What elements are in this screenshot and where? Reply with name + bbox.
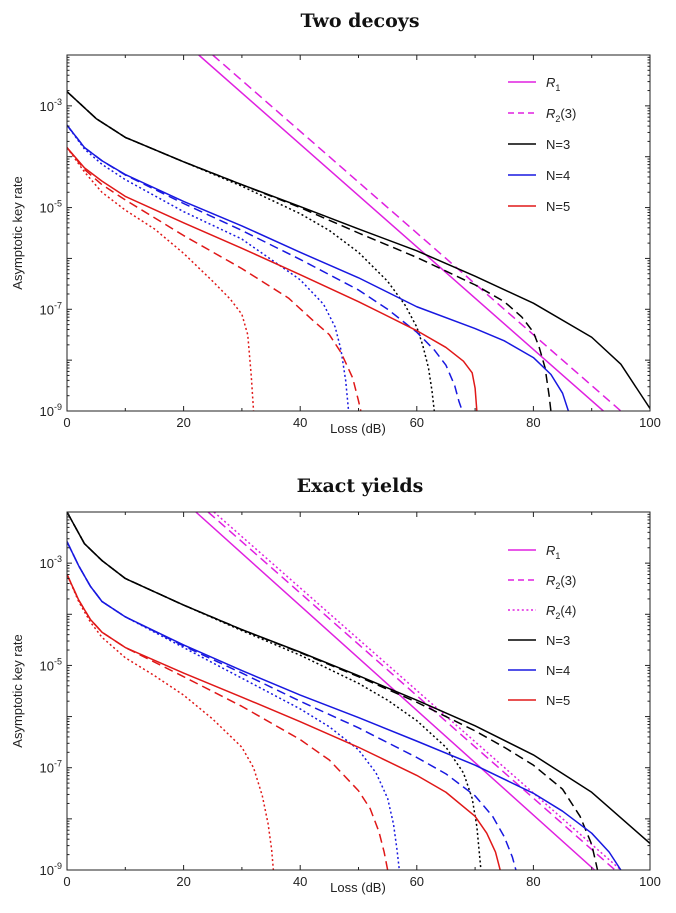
series-line-curve-5-dotted (67, 512, 482, 870)
x-tick-label: 60 (410, 415, 424, 430)
plot-frame (66, 511, 651, 871)
y-axis-label: Asymptotic key rate (10, 634, 25, 747)
legend: R1 R2(3) N=3 N=4 N=5 (508, 75, 576, 214)
x-axis-label: Loss (dB) (330, 421, 386, 436)
series-line-curve-11-dotted (67, 574, 275, 870)
legend-label: N=3 (546, 633, 570, 648)
legend-label: R2(4) (546, 603, 576, 621)
legend-label: R2(3) (546, 106, 576, 124)
x-axis: 0 20 40 60 80 100 (63, 512, 661, 889)
y-tick-label: 10-3 (40, 554, 62, 571)
series-line-curve-4-dotted (67, 91, 436, 411)
legend-label: N=4 (546, 663, 570, 678)
y-tick-label: 10-9 (40, 861, 62, 878)
x-tick-label: 40 (293, 415, 307, 430)
legend-label: R2(3) (546, 573, 576, 591)
legend-label: N=4 (546, 168, 570, 183)
series-line-curve-7-dotted (67, 124, 350, 411)
plot-area (67, 55, 650, 411)
y-axis: 10-3 10-5 10-7 10-9 (40, 54, 650, 419)
legend-item: N=5 (508, 693, 570, 708)
series-line-n-5-solid (67, 147, 478, 411)
x-tick-label: 60 (410, 874, 424, 889)
series-line-n-4-solid (67, 124, 570, 411)
x-tick-label: 20 (176, 415, 190, 430)
series-line-curve-7-dashed (67, 541, 517, 870)
plot-area (67, 512, 650, 870)
legend-item: R2(3) (508, 106, 576, 124)
series-line-curve-9-dashed (67, 147, 362, 411)
x-tick-label: 20 (176, 874, 190, 889)
legend-label: R1 (546, 75, 560, 93)
legend-item: R2(4) (508, 603, 576, 621)
series-line-curve-2-dotted (213, 512, 622, 870)
legend-item: N=3 (508, 137, 570, 152)
y-axis-label: Asymptotic key rate (10, 176, 25, 289)
y-axis: 10-3 10-5 10-7 10-9 (40, 511, 650, 878)
y-tick-label: 10-9 (40, 402, 62, 419)
series-line-n-5-solid (67, 574, 501, 870)
legend-label: N=3 (546, 137, 570, 152)
chart-title: Exact yields (297, 475, 424, 497)
x-tick-label: 0 (63, 874, 70, 889)
x-axis-label: Loss (dB) (330, 880, 386, 895)
y-tick-label: 10-3 (40, 97, 62, 114)
series-line-curve-10-dashed (67, 574, 389, 870)
chart-exact-yields: Exact yields 0 20 40 60 80 100 10-310-510-710… (10, 475, 661, 895)
x-tick-label: 40 (293, 874, 307, 889)
series-line-curve-0-solid (198, 55, 604, 411)
y-tick-label: 10-5 (40, 199, 62, 216)
series-line-n-4-solid (67, 541, 622, 870)
legend-label: N=5 (546, 693, 570, 708)
x-tick-label: 80 (526, 415, 540, 430)
series-line-curve-1-dashed (207, 512, 616, 870)
series-line-curve-6-dashed (67, 124, 463, 411)
legend-label: N=5 (546, 199, 570, 214)
legend-item: R1 (508, 75, 560, 93)
legend-label: R1 (546, 543, 560, 561)
y-tick-label: 10-7 (40, 759, 62, 776)
legend-item: N=3 (508, 633, 570, 648)
x-tick-label: 0 (63, 415, 70, 430)
chart-two-decoys: Two decoys 0 20 40 60 80 100 10-3 10-5 10-7 10-9… (10, 10, 661, 436)
legend-item: N=4 (508, 168, 570, 183)
legend-item: R1 (508, 543, 560, 561)
y-tick-label: 10-7 (40, 300, 62, 317)
series-line-curve-10-dotted (67, 147, 255, 411)
legend: R1 R2(3) R2(4) N=3 N=4 N=5 (508, 543, 576, 708)
x-tick-label: 100 (639, 874, 661, 889)
legend-item: R2(3) (508, 573, 576, 591)
x-axis: 0 20 40 60 80 100 (63, 55, 661, 430)
x-tick-label: 100 (639, 415, 661, 430)
y-tick-label: 10-5 (40, 656, 62, 673)
legend-item: N=5 (508, 199, 570, 214)
series-line-curve-4-dashed (67, 512, 599, 870)
legend-item: N=4 (508, 663, 570, 678)
chart-title: Two decoys (300, 10, 419, 32)
series-line-curve-8-dotted (67, 541, 401, 870)
series-line-curve-1-dashed (212, 55, 622, 411)
x-tick-label: 80 (526, 874, 540, 889)
